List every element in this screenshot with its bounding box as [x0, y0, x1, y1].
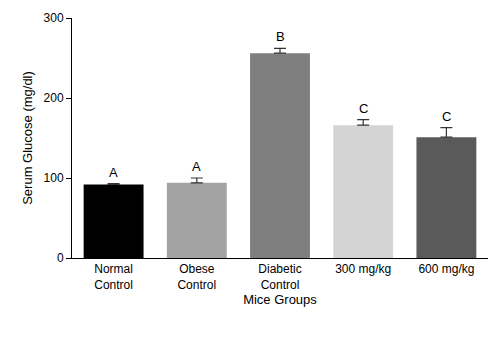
svg-text:Serum Glucose (mg/dl): Serum Glucose (mg/dl): [20, 71, 35, 205]
svg-text:A: A: [192, 159, 201, 174]
svg-text:A: A: [109, 165, 118, 180]
svg-text:600 mg/kg: 600 mg/kg: [418, 262, 474, 276]
svg-text:NormalControl: NormalControl: [94, 262, 133, 292]
svg-text:300: 300: [44, 11, 64, 25]
svg-text:300 mg/kg: 300 mg/kg: [335, 262, 391, 276]
svg-text:100: 100: [44, 171, 64, 185]
svg-text:0: 0: [57, 251, 64, 265]
svg-text:B: B: [276, 29, 285, 44]
svg-text:ObeseControl: ObeseControl: [177, 262, 216, 292]
svg-text:DiabeticControl: DiabeticControl: [258, 262, 301, 292]
svg-text:Mice Groups: Mice Groups: [243, 292, 317, 307]
svg-text:C: C: [442, 109, 451, 124]
svg-text:C: C: [359, 101, 368, 116]
svg-text:200: 200: [44, 91, 64, 105]
